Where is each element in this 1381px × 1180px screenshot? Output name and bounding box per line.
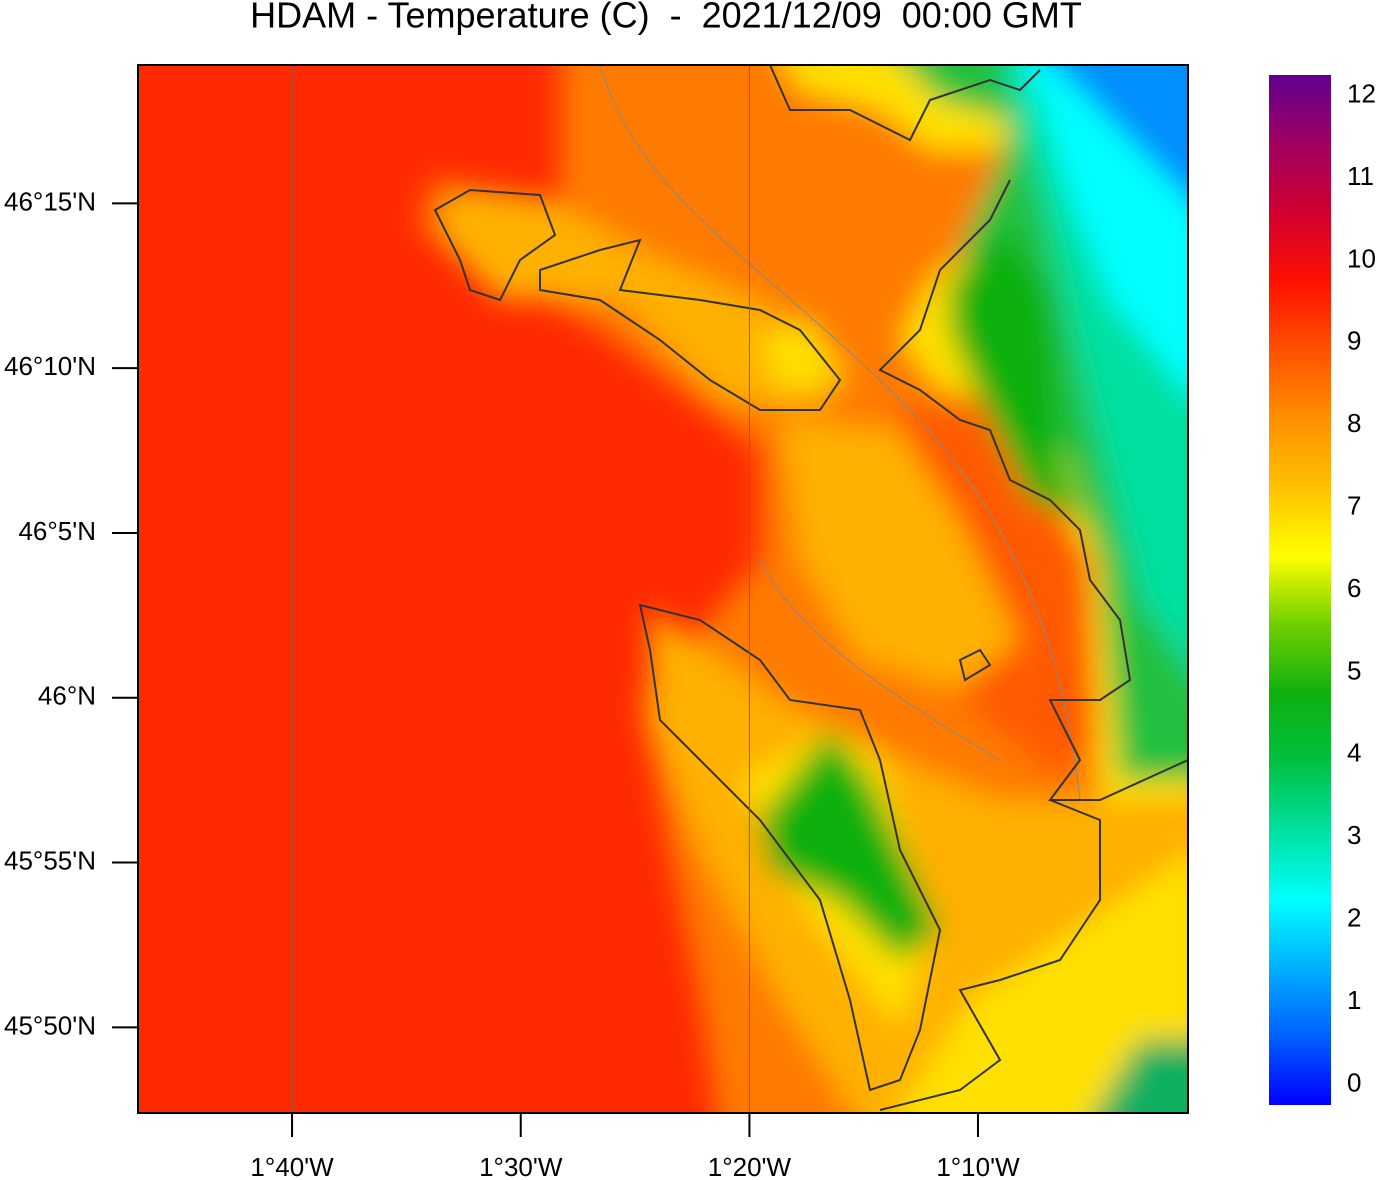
colorbar-scale xyxy=(1269,75,1331,1105)
colorbar-tick-label: 3 xyxy=(1347,820,1361,850)
axes: 1°40'W 1°30'W 1°20'W 1°10'W 46°15'N 46°10'N 46… xyxy=(4,186,1020,1180)
y-tick-label: 46°N xyxy=(38,681,96,711)
colorbar-tick-label: 4 xyxy=(1347,738,1361,768)
x-tick-label: 1°10'W xyxy=(936,1152,1020,1180)
colorbar-tick-label: 8 xyxy=(1347,408,1361,438)
y-tick-label: 45°50'N xyxy=(4,1010,96,1040)
colorbar-tick-label: 11 xyxy=(1347,161,1374,191)
field-shading xyxy=(420,65,1188,1113)
colorbar-tick-label: 7 xyxy=(1347,490,1361,520)
map-title: HDAM - Temperature (C) - 2021/12/09 00:0… xyxy=(250,0,1082,36)
temperature-field xyxy=(138,65,1188,1113)
plot-frame xyxy=(137,64,1189,1114)
y-tick-label: 45°55'N xyxy=(4,845,96,875)
colorbar-tick-label: 12 xyxy=(1347,78,1376,108)
colorbar-tick-label: 10 xyxy=(1347,243,1376,273)
isotherms xyxy=(599,65,1081,801)
colorbar-tick-label: 2 xyxy=(1347,902,1361,932)
x-tick-label: 1°30'W xyxy=(479,1152,563,1180)
colorbar-tick-label: 0 xyxy=(1347,1067,1361,1097)
coastline xyxy=(433,65,1188,1111)
colorbar-tick-label: 6 xyxy=(1347,573,1361,603)
colorbar-tick-label: 5 xyxy=(1347,655,1361,685)
y-tick-label: 46°5'N xyxy=(18,516,96,546)
x-tick-label: 1°40'W xyxy=(250,1152,334,1180)
colorbar-tick-label: 9 xyxy=(1347,326,1361,356)
x-tick-label: 1°20'W xyxy=(708,1152,792,1180)
y-tick-label: 46°15'N xyxy=(4,186,96,216)
meridians xyxy=(291,65,750,1113)
colorbar-tick-label: 1 xyxy=(1347,985,1361,1015)
y-tick-label: 46°10'N xyxy=(4,351,96,381)
